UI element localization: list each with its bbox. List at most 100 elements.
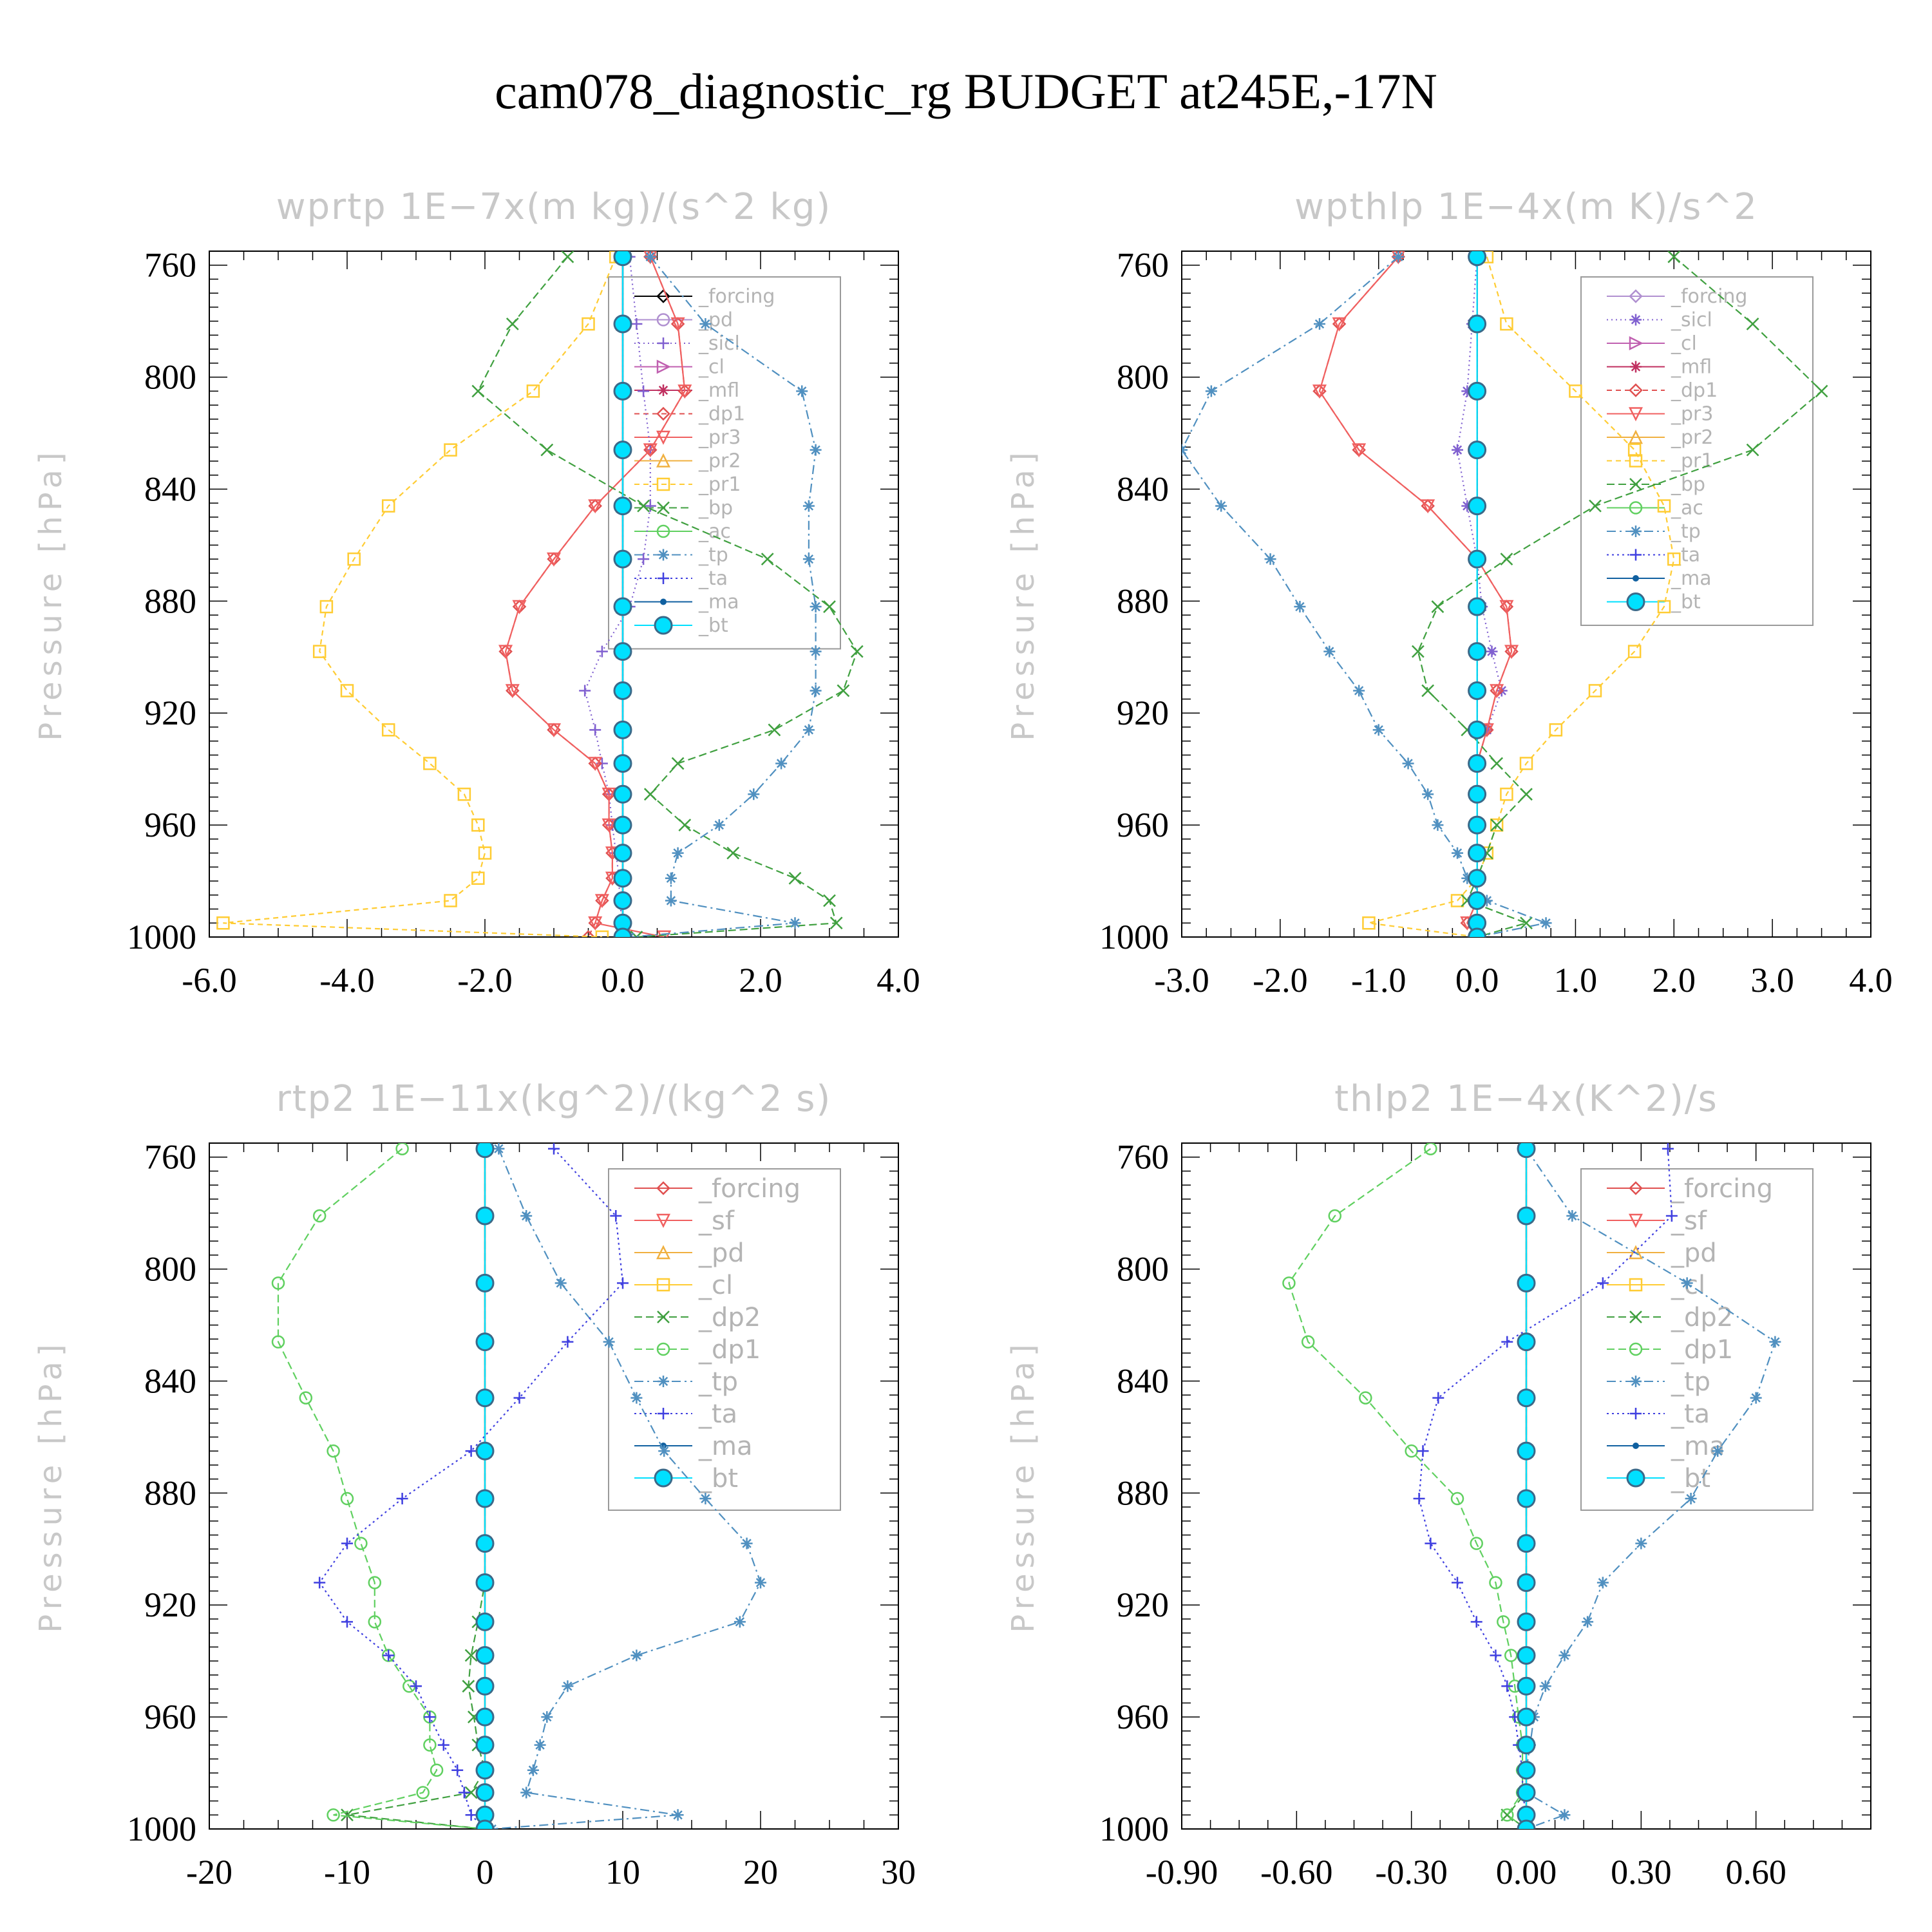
data-point-pr3 — [1504, 645, 1519, 659]
data-point-tp — [1750, 1392, 1762, 1404]
panel-title: rtp2 1E−11x(kg^2)/(kg^2 s) — [276, 1078, 832, 1120]
y-tick-label: 800 — [1117, 358, 1169, 397]
legend-label: _dp1 — [1671, 379, 1718, 402]
data-point-bt — [475, 1707, 495, 1727]
data-point-tp — [1372, 724, 1385, 736]
data-point-bt — [1468, 891, 1487, 910]
data-point-tp — [672, 847, 684, 859]
data-point-sicl — [1461, 500, 1473, 512]
data-point-sicl — [1452, 444, 1463, 456]
legend-label: _ma — [1671, 1432, 1725, 1461]
x-tick-label: -3.0 — [1154, 961, 1209, 999]
data-point-bp — [837, 684, 850, 697]
data-point-dp1 — [1470, 1537, 1483, 1550]
data-point-ta — [465, 1809, 477, 1821]
data-point-tp — [665, 895, 677, 907]
legend-label: _forcing — [1671, 285, 1747, 308]
legend-marker — [656, 1278, 670, 1292]
data-point-dp1 — [327, 1444, 340, 1458]
x-tick-label: 0.0 — [1455, 961, 1499, 999]
y-tick-label: 840 — [144, 469, 196, 508]
data-point-tp — [1558, 1809, 1571, 1821]
data-point-tp — [810, 685, 822, 697]
legend-label: _sicl — [698, 332, 740, 355]
data-point-dp1 — [327, 1808, 340, 1822]
data-point-tp — [734, 1616, 746, 1628]
legend-marker — [1628, 430, 1643, 444]
data-point-sicl — [1486, 645, 1498, 658]
data-point-tp — [1422, 788, 1434, 800]
legend-marker — [658, 1408, 669, 1419]
legend-label: _ac — [1671, 497, 1703, 520]
legend-label: _mfl — [1671, 356, 1712, 379]
data-point-pr1 — [1500, 317, 1513, 331]
data-point-bt — [475, 1783, 495, 1802]
data-point-pr3 — [1332, 317, 1347, 332]
legend-marker — [658, 337, 669, 349]
data-point-tp — [1596, 1577, 1609, 1589]
data-point-ta — [341, 1616, 353, 1628]
data-point-pr3 — [505, 684, 520, 699]
chart-panel-3: rtp2 1E−11x(kg^2)/(kg^2 s) Pressure [hPa]… — [33, 1078, 916, 1891]
data-point-bt — [475, 1761, 495, 1780]
data-point-dp1 — [1450, 1492, 1464, 1506]
data-point-tp — [1540, 917, 1552, 929]
data-point-ta — [617, 1277, 629, 1289]
data-point-tp — [1566, 1210, 1578, 1222]
legend-label: _forcing — [698, 285, 775, 308]
data-point-tp — [644, 251, 656, 263]
data-point-bp — [643, 788, 657, 801]
data-point-sicl — [638, 385, 650, 397]
data-point-bp — [829, 916, 843, 930]
data-point-dp1 — [1504, 1649, 1518, 1662]
data-point-ta — [1452, 1577, 1463, 1589]
data-point-bp — [850, 645, 864, 658]
legend-marker — [656, 1342, 670, 1356]
data-point-bt — [475, 1676, 495, 1696]
legend-box — [608, 276, 841, 650]
legend-label: _dp2 — [1671, 1303, 1733, 1332]
data-point-bt — [1517, 1273, 1536, 1293]
data-point-tp — [1452, 847, 1463, 859]
data-point-tp — [1481, 895, 1493, 907]
panel-title: wpthlp 1E−4x(m K)/s^2 — [1294, 186, 1758, 228]
x-tick-label: 30 — [881, 1853, 916, 1891]
plot-area — [271, 1143, 766, 1829]
data-point-bt — [613, 891, 632, 910]
data-point-dp2 — [464, 1786, 478, 1799]
data-point-pr3 — [588, 916, 603, 931]
y-axis-label: Pressure [hPa] — [1005, 1339, 1041, 1633]
series-line-tp — [1182, 256, 1549, 937]
legend-marker — [1629, 501, 1643, 515]
series-line-dp1 — [1288, 1148, 1527, 1829]
data-point-dp1 — [581, 930, 596, 937]
data-point-pr1 — [1657, 600, 1671, 614]
legend-label: _ma — [1671, 567, 1712, 590]
data-point-bp — [1431, 600, 1444, 613]
data-point-dp1 — [423, 1738, 437, 1752]
data-point-dp2 — [462, 1680, 475, 1693]
data-point-bt — [1468, 720, 1487, 739]
data-point-dp1 — [1282, 1276, 1296, 1290]
series-line-bp — [477, 256, 858, 937]
data-point-ta — [1432, 1392, 1444, 1404]
legend-label: _cl — [1671, 1271, 1705, 1300]
data-point-tp — [1769, 1336, 1781, 1348]
data-point-bt — [1468, 314, 1487, 334]
chart-panel-2: wpthlp 1E−4x(m K)/s^2 Pressure [hPa] 760 80… — [1005, 186, 1893, 999]
legend-marker — [656, 524, 670, 538]
data-point-sicl — [638, 553, 650, 565]
legend-label: _cl — [698, 356, 724, 379]
data-point-bp — [1520, 788, 1533, 801]
data-point-tp — [630, 1649, 643, 1662]
legend-marker — [656, 477, 670, 491]
data-point-pr1 — [471, 818, 485, 832]
data-point-bp — [761, 553, 774, 566]
legend-marker — [1630, 549, 1642, 561]
data-point-dp1 — [340, 1492, 354, 1506]
legend-label: _ta — [1671, 1399, 1710, 1429]
y-tick-label: 920 — [144, 694, 196, 732]
data-point-pr1 — [1569, 384, 1582, 398]
data-point-bp — [1411, 645, 1425, 658]
